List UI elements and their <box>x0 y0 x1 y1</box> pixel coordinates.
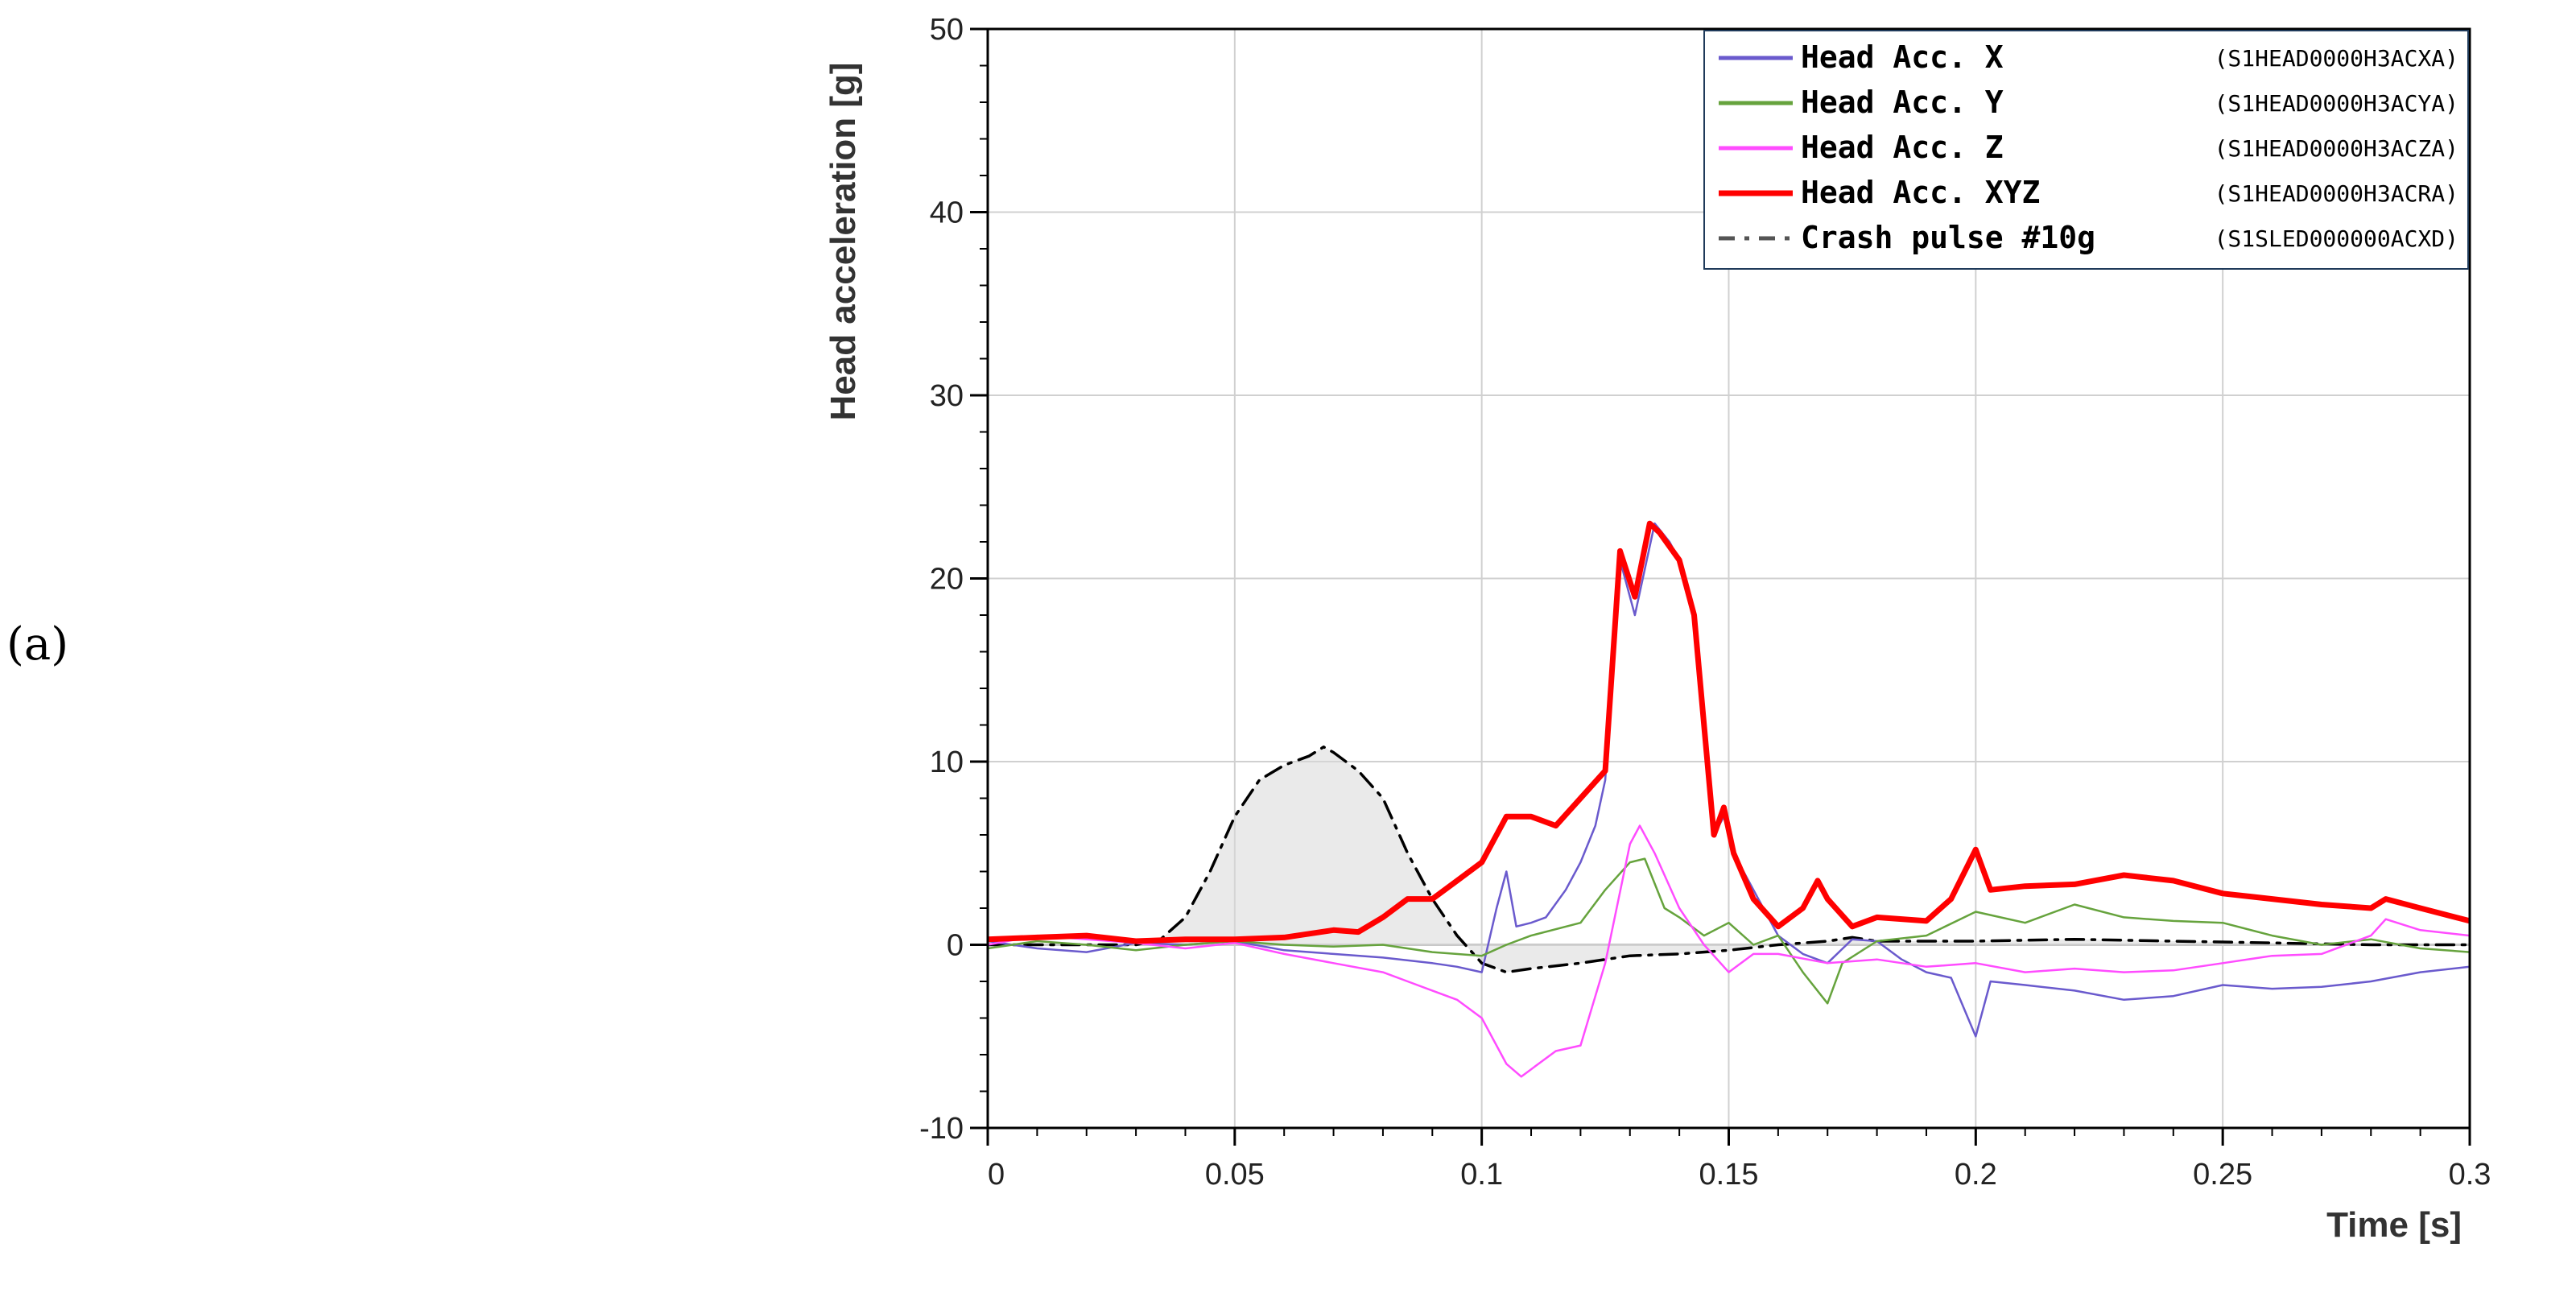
legend-box <box>1703 30 2469 270</box>
x-axis-title: Time [s] <box>2326 1205 2462 1245</box>
legend-label: Crash pulse #10g <box>1801 220 2095 255</box>
panel-label: (a) <box>6 618 69 671</box>
x-tick-label: 0.15 <box>1699 1158 1759 1192</box>
x-tick-label: 0.1 <box>1460 1158 1503 1192</box>
y-axis-title: Head acceleration [g] <box>824 62 863 420</box>
x-tick-label: 0.3 <box>2449 1158 2491 1192</box>
legend-code: (S1SLED000000ACXD) <box>2215 225 2458 252</box>
legend-label: Head Acc. Y <box>1801 85 2004 120</box>
x-tick-label: 0.2 <box>1955 1158 1997 1192</box>
series-line-4 <box>988 746 2470 974</box>
series-line-1 <box>988 857 2470 1005</box>
legend-label: Head Acc. XYZ <box>1801 175 2040 210</box>
series-line-2 <box>988 824 2470 1078</box>
y-tick-label: 10 <box>930 746 964 779</box>
series-line-3 <box>988 520 2470 944</box>
crash-pulse-shading <box>988 746 2470 973</box>
legend: Head Acc. X (S1HEAD0000H3ACXA) Head Acc. Y… <box>1703 30 2469 270</box>
y-tick-label: -10 <box>919 1112 964 1146</box>
x-tick-label: 0.05 <box>1205 1158 1265 1192</box>
series-lines <box>988 520 2470 1078</box>
y-tick-label: 0 <box>947 929 964 963</box>
legend-code: (S1HEAD0000H3ACYA) <box>2215 90 2458 117</box>
legend-label: Head Acc. X <box>1801 39 2004 75</box>
legend-code: (S1HEAD0000H3ACZA) <box>2215 135 2458 162</box>
crash-pulse-area <box>988 746 2470 973</box>
y-axis: -10 0 10 20 30 40 50 <box>919 13 988 1146</box>
legend-code: (S1HEAD0000H3ACXA) <box>2215 45 2458 72</box>
y-tick-label: 50 <box>930 13 964 47</box>
x-axis: 0 0.05 0.1 0.15 0.2 0.25 0.3 <box>986 1128 2491 1192</box>
legend-code: (S1HEAD0000H3ACRA) <box>2215 180 2458 207</box>
y-tick-label: 40 <box>930 196 964 230</box>
y-tick-label: 20 <box>930 563 964 597</box>
legend-label: Head Acc. Z <box>1801 130 2004 165</box>
x-tick-label: 0.25 <box>2193 1158 2252 1192</box>
x-tick-label: 0 <box>988 1158 1005 1192</box>
y-tick-label: 30 <box>930 379 964 413</box>
